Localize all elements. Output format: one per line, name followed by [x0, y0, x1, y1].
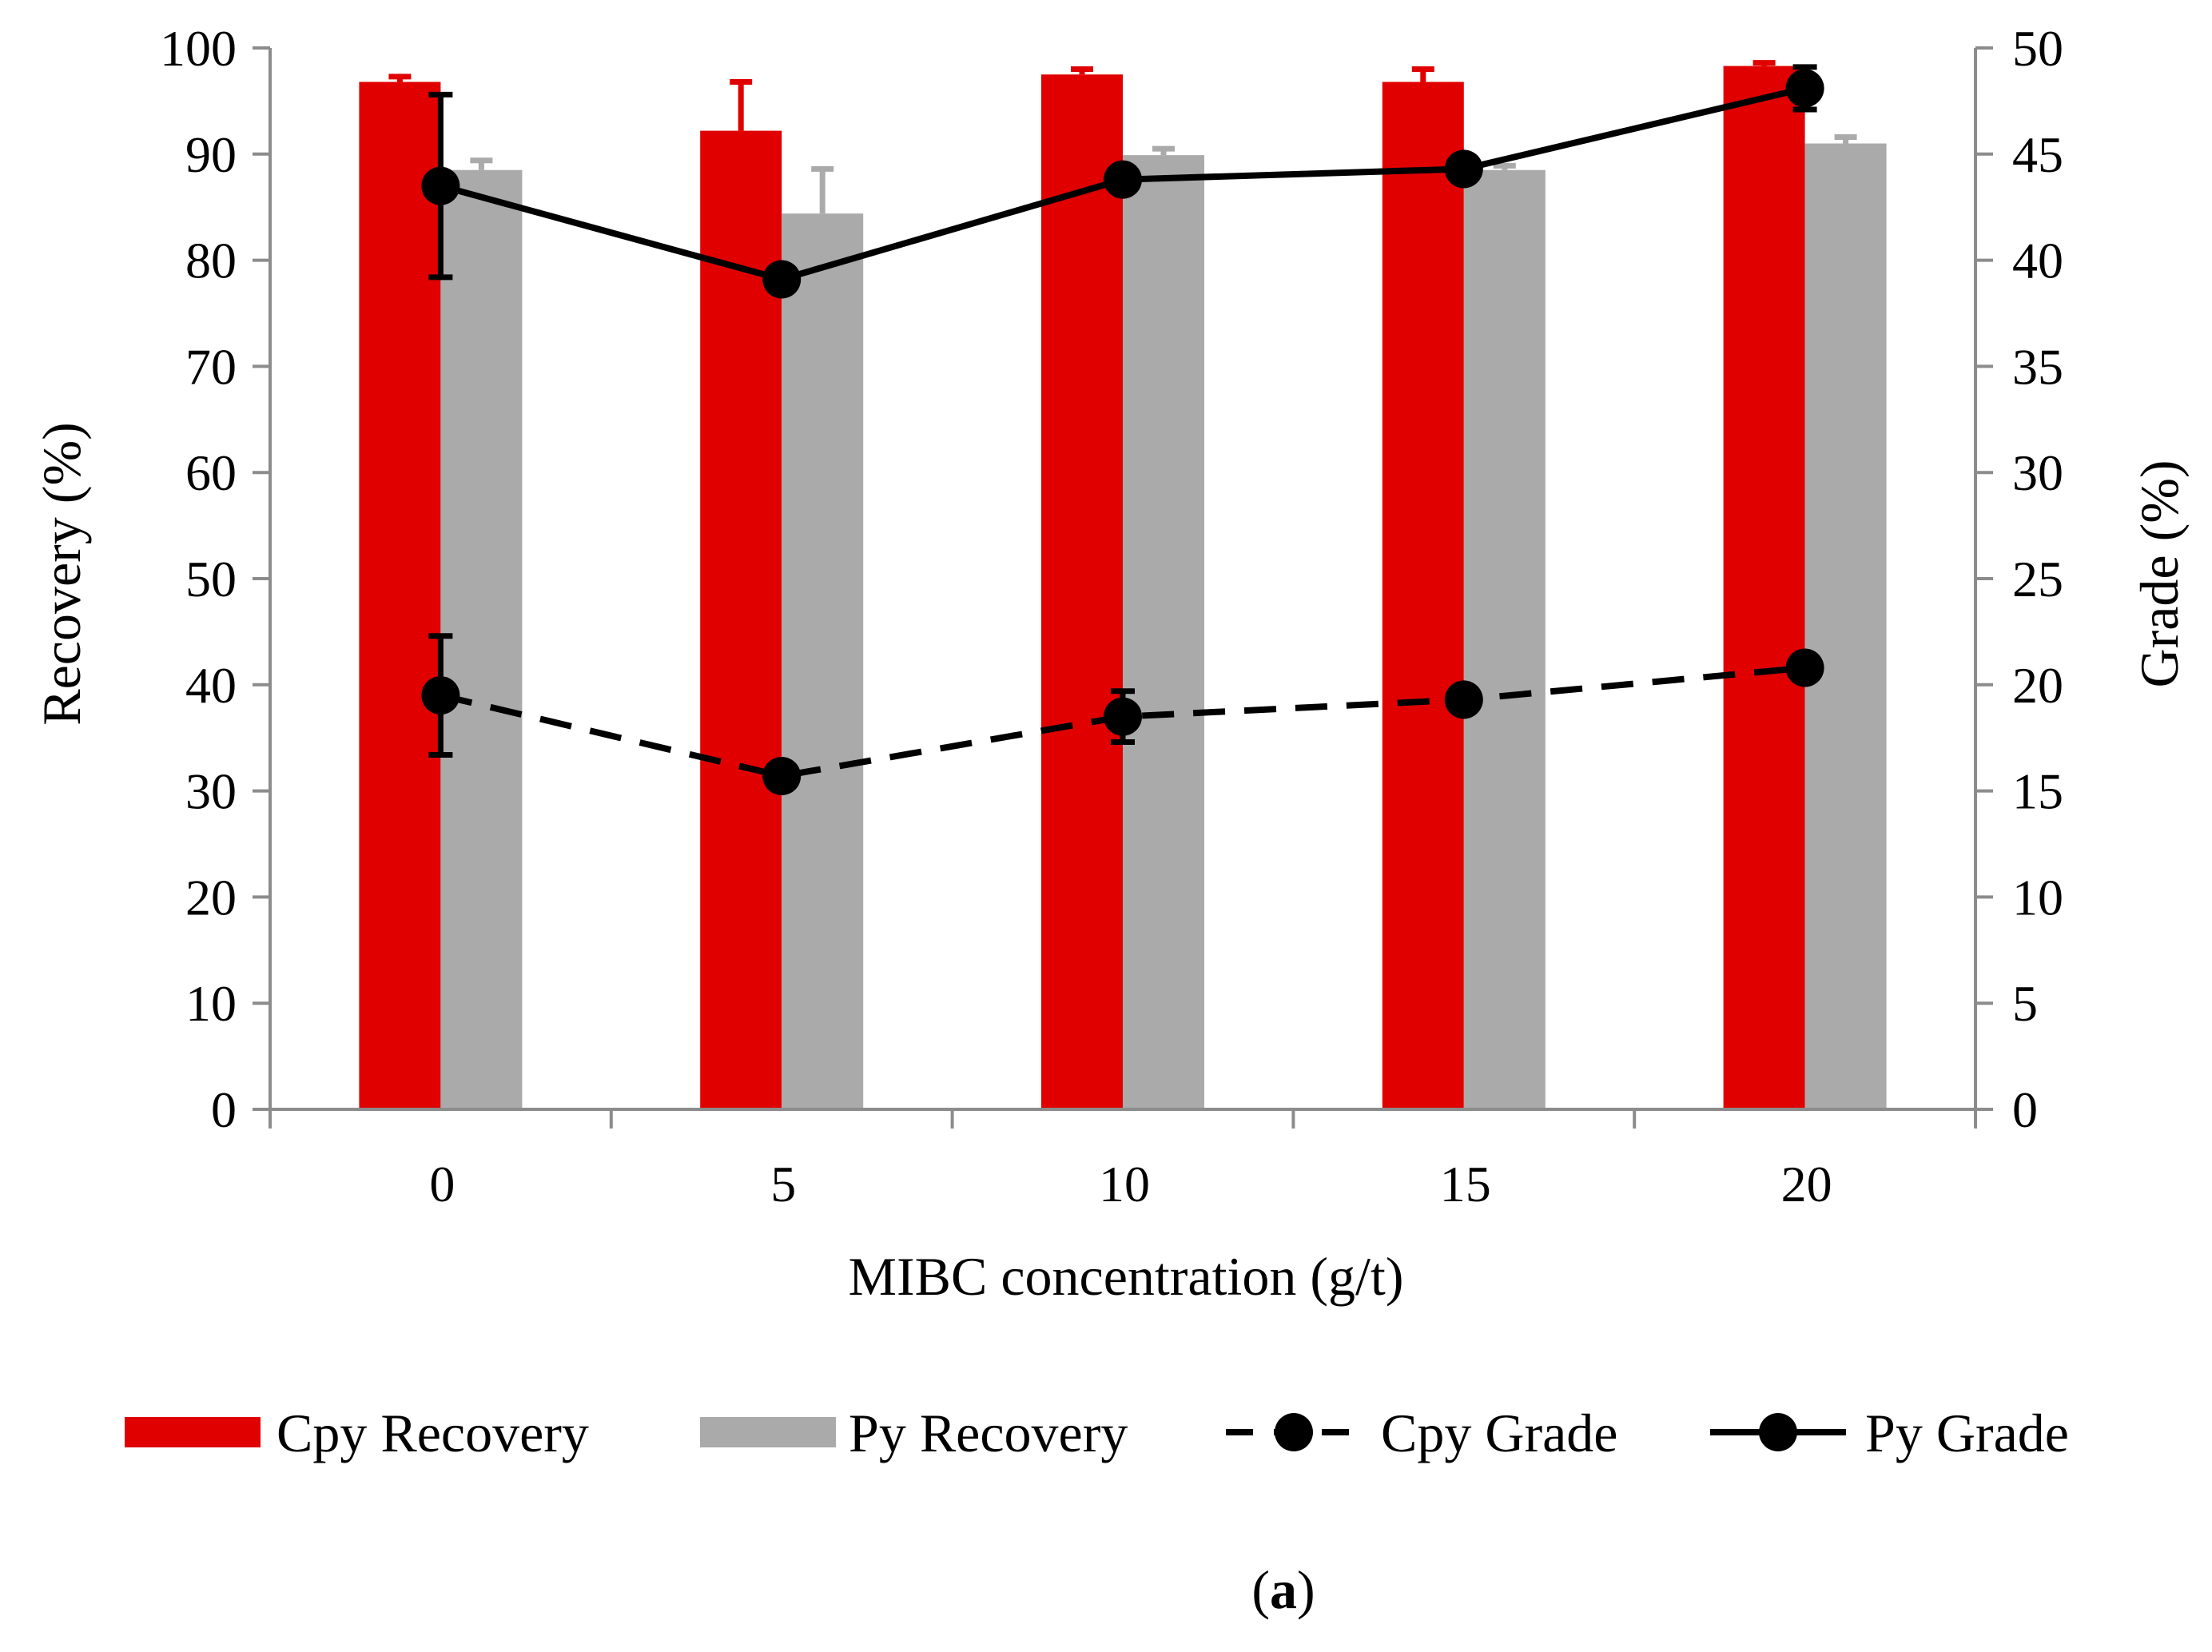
legend-swatch-cpy-recovery	[125, 1417, 261, 1447]
marker-cpy-grade-0	[421, 676, 460, 715]
marker-cpy-grade-15	[1444, 680, 1483, 719]
y-tick-label: 20	[185, 869, 237, 926]
marker-py-grade-5	[762, 260, 802, 299]
y-tick-label: 70	[185, 338, 237, 395]
plot-area: 0102030405060708090100051015202530354045…	[160, 20, 2063, 1212]
legend-marker-py-grade	[1759, 1413, 1797, 1451]
y2-tick-label: 20	[2012, 657, 2063, 714]
y2-tick-label: 25	[2012, 551, 2063, 607]
y2-tick-label: 45	[2012, 126, 2063, 183]
x-tick-label: 0	[429, 1156, 455, 1212]
legend: Cpy Recovery Py Recovery Cpy Grade Py Grade	[125, 1403, 2069, 1463]
marker-py-grade-20	[1785, 69, 1824, 108]
x-tick-label: 5	[770, 1156, 796, 1212]
y2-tick-label: 50	[2012, 20, 2063, 77]
x-tick-label: 20	[1781, 1156, 1832, 1212]
legend-label-cpy-recovery: Cpy Recovery	[276, 1403, 589, 1463]
bar-py-recovery-20	[1804, 143, 1887, 1109]
bar-py-recovery-5	[782, 213, 864, 1110]
y2-tick-label: 15	[2012, 763, 2063, 820]
bar-py-recovery-0	[440, 169, 523, 1110]
y2-tick-label: 40	[2012, 233, 2063, 289]
y-tick-label: 10	[185, 975, 237, 1032]
bar-py-recovery-15	[1463, 169, 1546, 1110]
y-tick-label: 100	[160, 20, 237, 77]
bar-cpy-recovery-20	[1723, 66, 1805, 1109]
y2-axis-title: Grade (%)	[2129, 460, 2190, 687]
x-axis-title: MIBC concentration (g/t)	[849, 1246, 1404, 1307]
y2-tick-label: 30	[2012, 444, 2063, 501]
bar-cpy-recovery-10	[1041, 74, 1123, 1110]
marker-py-grade-15	[1444, 149, 1483, 189]
panel-label: (a)	[1251, 1559, 1315, 1620]
y-tick-label: 90	[185, 126, 237, 183]
marker-cpy-grade-5	[762, 757, 802, 796]
panel-letter: a	[1270, 1559, 1297, 1620]
bar-cpy-recovery-0	[359, 82, 441, 1110]
marker-py-grade-0	[421, 166, 460, 205]
marker-cpy-grade-20	[1785, 648, 1824, 687]
y-tick-label: 30	[185, 763, 237, 820]
legend-swatch-py-recovery	[700, 1417, 836, 1447]
y-tick-label: 0	[211, 1081, 237, 1138]
marker-cpy-grade-10	[1104, 697, 1142, 736]
marker-py-grade-10	[1104, 160, 1142, 199]
legend-label-cpy-grade: Cpy Grade	[1381, 1403, 1617, 1463]
y2-tick-label: 0	[2012, 1081, 2038, 1138]
y-tick-label: 50	[185, 551, 237, 607]
y-tick-label: 60	[185, 444, 237, 501]
legend-marker-cpy-grade	[1275, 1413, 1313, 1451]
bar-cpy-recovery-5	[700, 130, 782, 1110]
y-tick-label: 40	[185, 657, 237, 714]
legend-label-py-recovery: Py Recovery	[849, 1403, 1128, 1463]
bar-cpy-recovery-15	[1382, 82, 1464, 1110]
y2-tick-label: 35	[2012, 338, 2063, 395]
y2-tick-label: 10	[2012, 869, 2063, 926]
legend-label-py-grade: Py Grade	[1865, 1403, 2069, 1463]
y2-tick-label: 5	[2012, 975, 2038, 1032]
x-tick-label: 10	[1099, 1156, 1150, 1212]
bar-py-recovery-10	[1123, 155, 1204, 1109]
y-tick-label: 80	[185, 233, 237, 289]
x-tick-label: 15	[1440, 1156, 1491, 1212]
y-axis-title: Recovery (%)	[31, 422, 92, 725]
